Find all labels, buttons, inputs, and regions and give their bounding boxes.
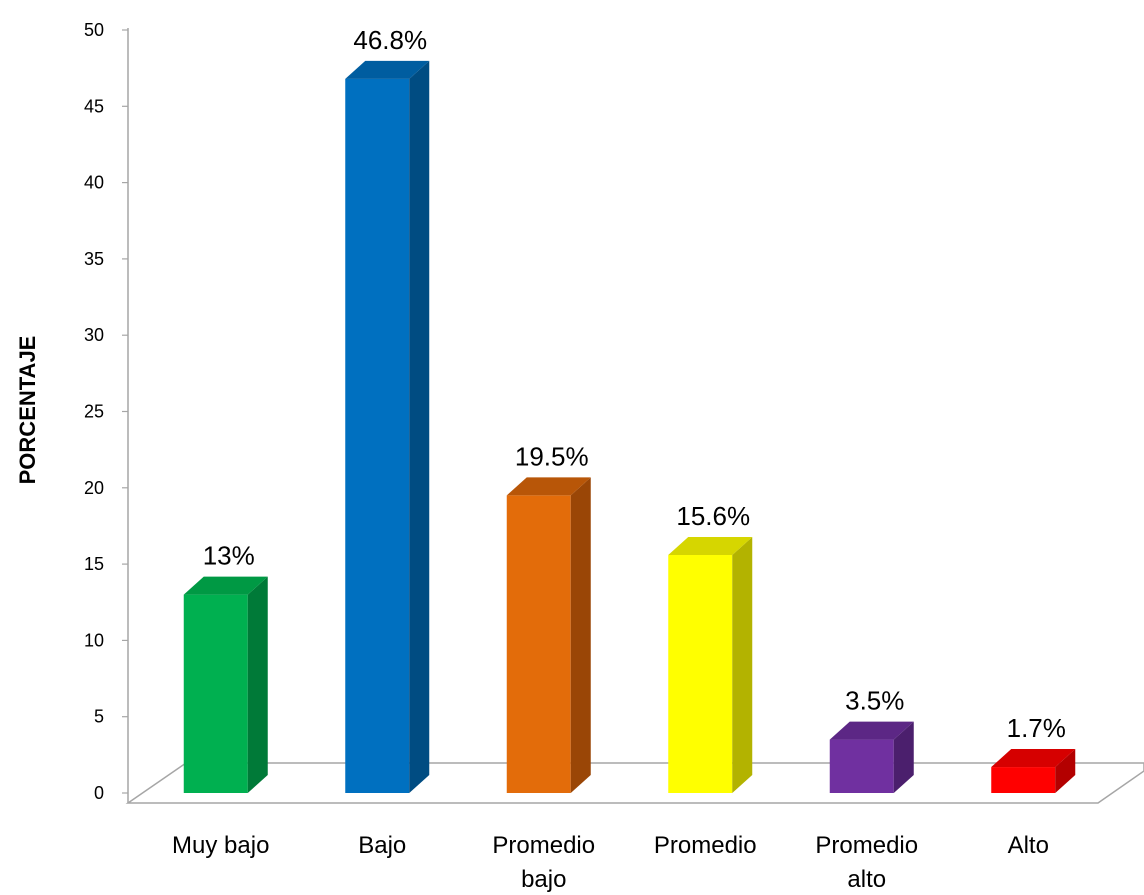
category-label-line: Promedio: [492, 832, 595, 859]
y-tick-label: 50: [84, 20, 104, 40]
category-label: Promedio: [654, 832, 757, 859]
category-label-line: alto: [847, 866, 886, 893]
bar-top: [991, 749, 1076, 768]
y-tick-label: 15: [84, 554, 104, 574]
y-tick-label: 40: [84, 173, 104, 193]
data-label: 13%: [203, 541, 255, 571]
bar-front: [991, 767, 1056, 793]
category-label-line: Promedio: [815, 832, 918, 859]
bar-side: [570, 477, 591, 793]
bar-side: [732, 536, 753, 793]
bar: [345, 60, 430, 793]
bar: [991, 749, 1076, 793]
category-label-line: Alto: [1008, 832, 1049, 859]
y-tick-label: 30: [84, 325, 104, 345]
bar-side: [1055, 749, 1076, 793]
y-axis: 0 5 10 15 20 25 30 35 40 45 50: [84, 20, 129, 803]
data-label: 46.8%: [353, 25, 427, 55]
bar: [829, 721, 914, 793]
bar-side: [247, 576, 268, 793]
bar-top: [829, 721, 914, 740]
y-tick-label: 45: [84, 96, 104, 116]
bar-front: [345, 78, 410, 793]
bar-side: [893, 721, 914, 793]
bars: [183, 60, 1076, 793]
category-label: Promedio alto: [815, 832, 918, 893]
floor-plane: [125, 762, 1144, 804]
data-label: 1.7%: [1007, 713, 1066, 743]
y-tick-label: 5: [94, 707, 104, 727]
category-label-line: Bajo: [358, 832, 406, 859]
data-label: 19.5%: [515, 441, 589, 471]
y-tick-label: 20: [84, 478, 104, 498]
category-label-line: Muy bajo: [172, 832, 269, 859]
bar: [183, 576, 268, 793]
y-tick-label: 10: [84, 630, 104, 650]
data-label: 3.5%: [845, 686, 904, 716]
chart-floor: [125, 762, 1144, 804]
category-label-line: Promedio: [654, 832, 757, 859]
bar-front: [506, 495, 571, 793]
bar-side: [409, 60, 430, 793]
category-label: Muy bajo: [172, 832, 269, 859]
category-label-line: bajo: [521, 866, 566, 893]
bar-top: [668, 536, 753, 555]
bar-top: [506, 477, 591, 496]
category-label: Bajo: [358, 832, 406, 859]
y-tick-label: 35: [84, 249, 104, 269]
data-labels: 13% 46.8% 19.5% 15.6% 3.5% 1.7%: [203, 25, 1066, 743]
bar-front: [829, 739, 894, 793]
category-label: Promedio bajo: [492, 832, 595, 893]
category-label: Alto: [1008, 832, 1049, 859]
data-label: 15.6%: [676, 501, 750, 531]
bar-front: [183, 594, 248, 793]
y-tick-label: 25: [84, 402, 104, 422]
y-tick-label: 0: [94, 783, 104, 803]
bar-top: [183, 576, 268, 595]
bar-top: [345, 60, 430, 79]
bar: [668, 536, 753, 793]
bar: [506, 477, 591, 793]
bar-front: [668, 554, 733, 793]
